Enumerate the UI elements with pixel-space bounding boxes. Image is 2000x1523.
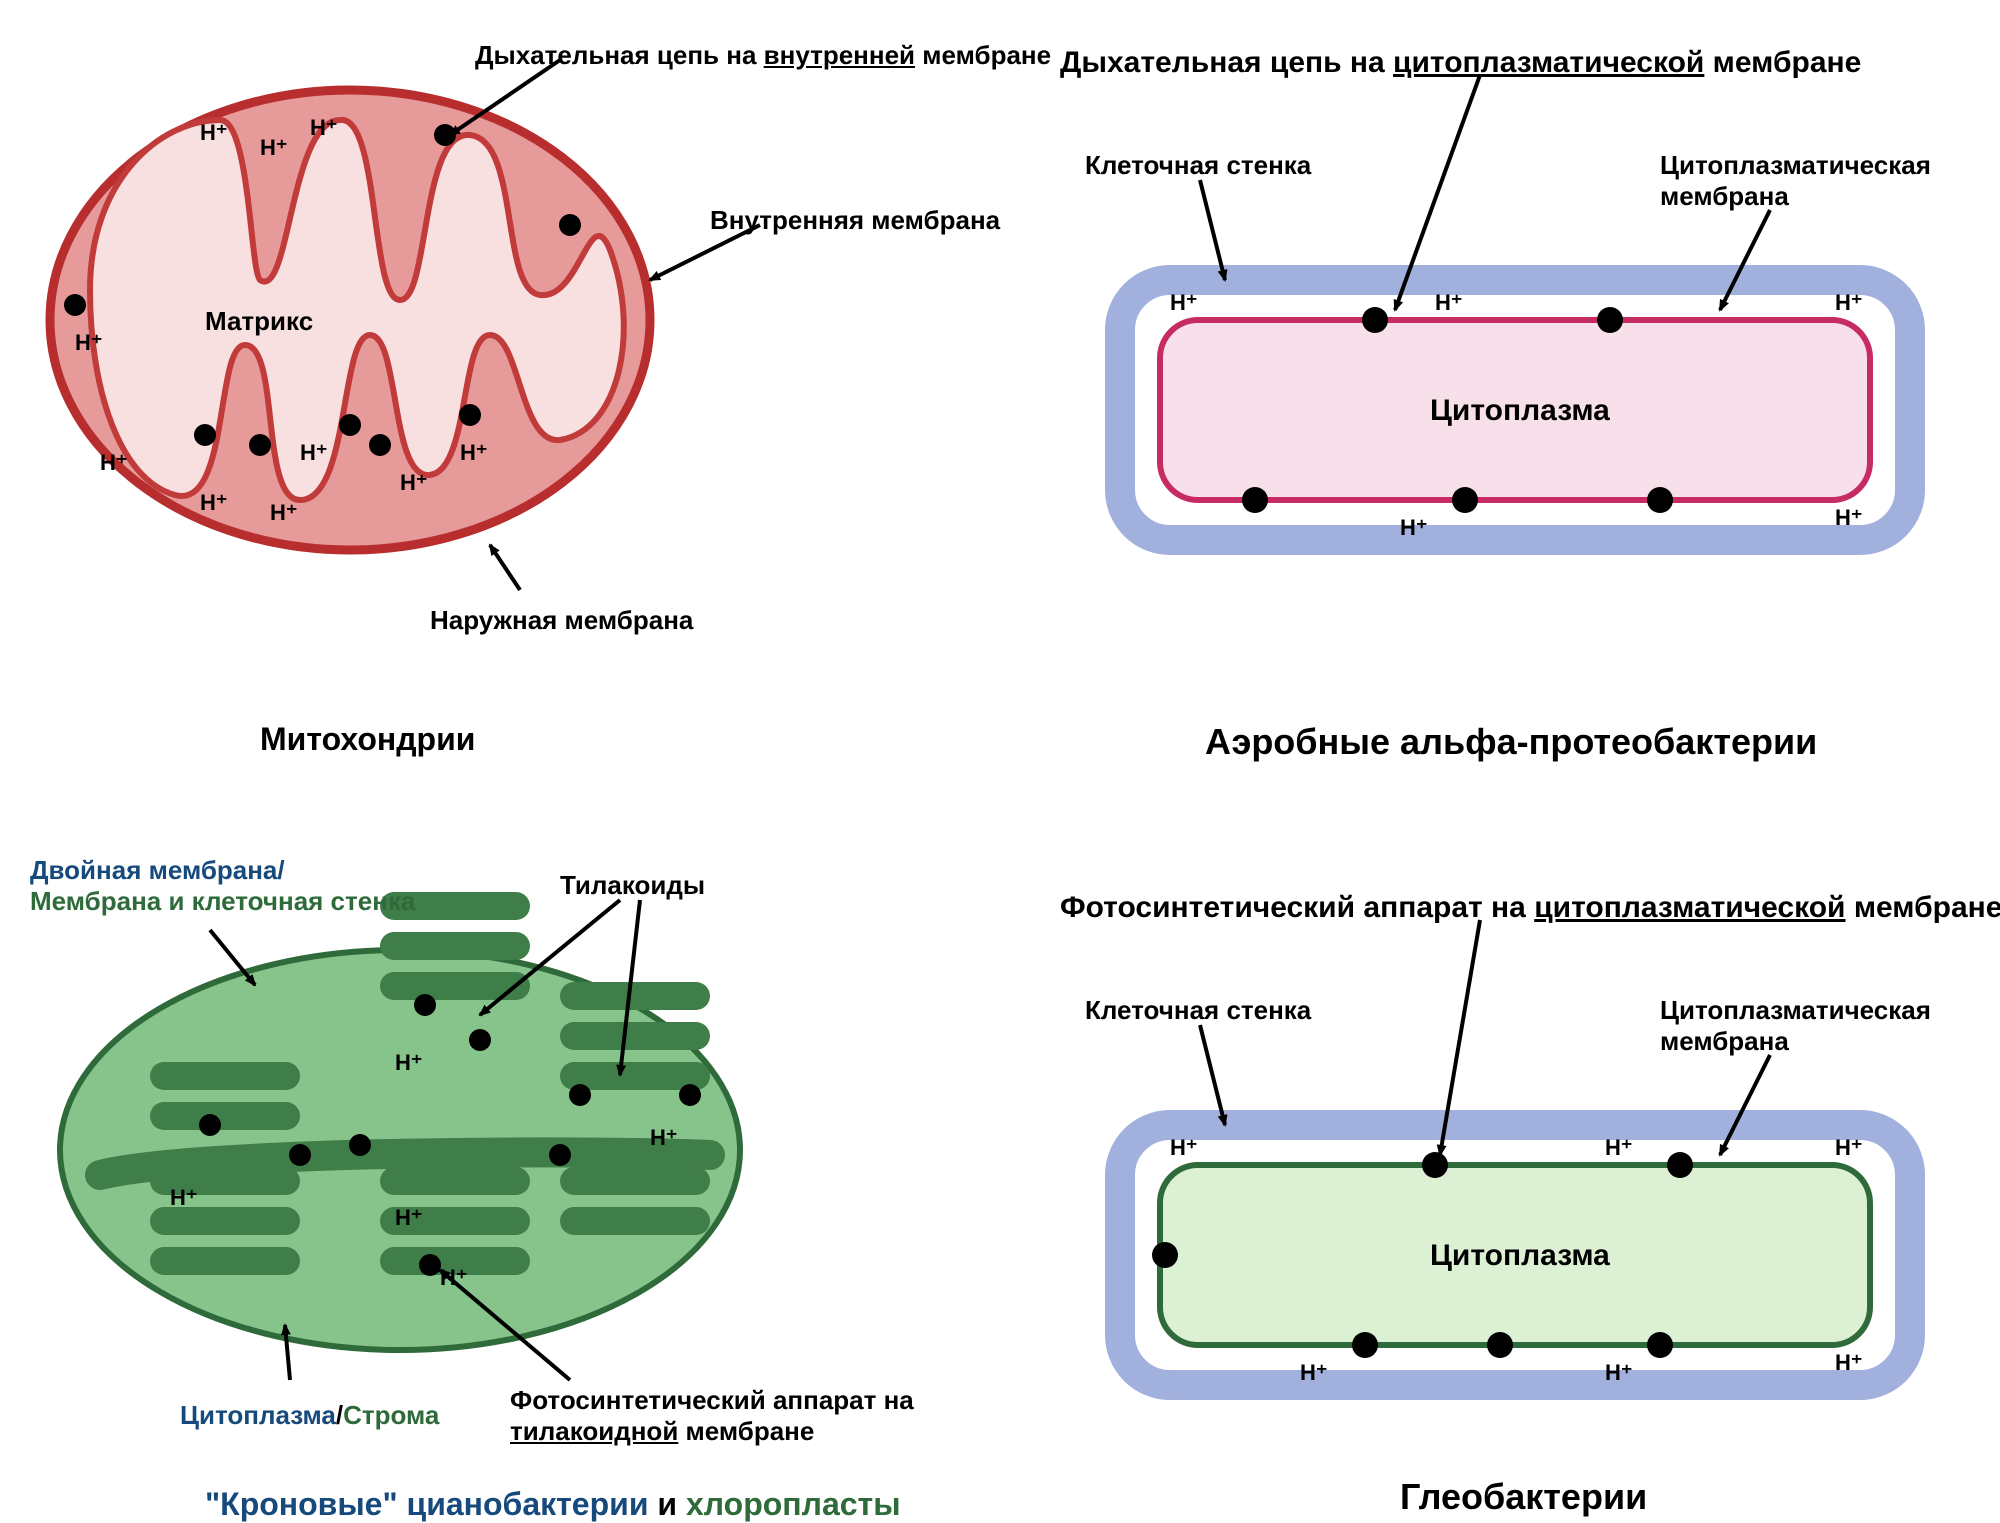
chloro-arrow-label: Цитоплазма/Строма (180, 1400, 439, 1431)
gloeo-arrow-label: Фотосинтетический аппарат на цитоплазмат… (1060, 890, 2000, 926)
svg-text:Цитоплазма: Цитоплазма (1430, 394, 1610, 427)
svg-text:H⁺: H⁺ (1300, 1360, 1328, 1385)
gloeo-caption: Глеобактерии (1400, 1475, 1647, 1518)
svg-text:H⁺: H⁺ (200, 120, 228, 145)
proteo-arrow-label: Цитоплазматическаямембрана (1660, 150, 1931, 212)
svg-text:H⁺: H⁺ (75, 330, 103, 355)
svg-text:H⁺: H⁺ (460, 440, 488, 465)
svg-text:H⁺: H⁺ (1400, 515, 1428, 540)
svg-text:H⁺: H⁺ (395, 1050, 423, 1075)
svg-text:H⁺: H⁺ (260, 135, 288, 160)
chloro-arrow-label: Фотосинтетический аппарат натилакоидной … (510, 1385, 914, 1447)
svg-text:H⁺: H⁺ (300, 440, 328, 465)
mito-arrow-label: Наружная мембрана (430, 605, 693, 636)
svg-text:H⁺: H⁺ (400, 470, 428, 495)
svg-text:H⁺: H⁺ (310, 115, 338, 140)
svg-text:H⁺: H⁺ (1605, 1360, 1633, 1385)
svg-text:H⁺: H⁺ (395, 1205, 423, 1230)
svg-text:H⁺: H⁺ (1605, 1135, 1633, 1160)
chloro-caption: "Кроновые" цианобактерии и хлоропласты (205, 1485, 901, 1523)
gloeo-arrow-label: Клеточная стенка (1085, 995, 1311, 1026)
svg-text:H⁺: H⁺ (200, 490, 228, 515)
mito-caption: Митохондрии (260, 720, 475, 758)
proteo-arrow-label: Дыхательная цепь на цитоплазматической м… (1060, 45, 1861, 81)
svg-text:H⁺: H⁺ (100, 450, 128, 475)
svg-text:H⁺: H⁺ (170, 1185, 198, 1210)
proteo-caption: Аэробные альфа-протеобактерии (1205, 720, 1817, 763)
chloro-arrow-label: Двойная мембрана/Мембрана и клеточная ст… (30, 855, 415, 917)
svg-text:H⁺: H⁺ (1835, 1135, 1863, 1160)
chloro-arrow-label: Тилакоиды (560, 870, 705, 901)
svg-text:H⁺: H⁺ (1435, 290, 1463, 315)
svg-text:H⁺: H⁺ (1835, 505, 1863, 530)
svg-text:H⁺: H⁺ (1170, 1135, 1198, 1160)
svg-text:H⁺: H⁺ (1835, 1350, 1863, 1375)
svg-text:H⁺: H⁺ (1170, 290, 1198, 315)
svg-text:Цитоплазма: Цитоплазма (1430, 1239, 1610, 1272)
gloeo-arrow-label: Цитоплазматическаямембрана (1660, 995, 1931, 1057)
svg-text:Матрикс: Матрикс (205, 306, 313, 336)
mito-arrow-label: Внутренняя мембрана (710, 205, 1000, 236)
svg-text:H⁺: H⁺ (1835, 290, 1863, 315)
svg-text:H⁺: H⁺ (650, 1125, 678, 1150)
mito-arrow-label: Дыхательная цепь на внутренней мембране (475, 40, 1051, 71)
proteo-arrow-label: Клеточная стенка (1085, 150, 1311, 181)
svg-text:H⁺: H⁺ (270, 500, 298, 525)
svg-text:H⁺: H⁺ (440, 1265, 468, 1290)
